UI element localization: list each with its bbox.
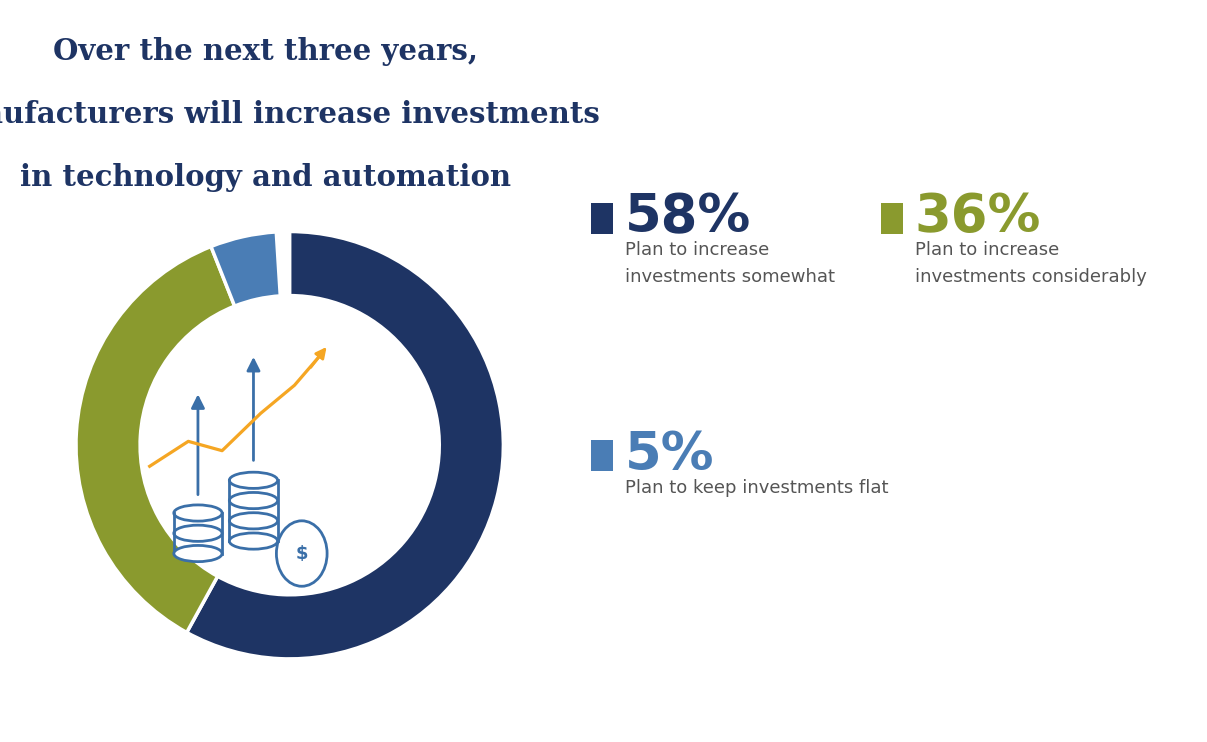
Wedge shape	[276, 232, 290, 296]
Ellipse shape	[174, 545, 222, 562]
Text: 36%: 36%	[915, 191, 1042, 243]
Text: Over the next three years,: Over the next three years,	[53, 37, 478, 66]
Text: Plan to increase
investments considerably: Plan to increase investments considerabl…	[915, 241, 1147, 286]
Text: Plan to increase
investments somewhat: Plan to increase investments somewhat	[625, 241, 835, 286]
Text: $: $	[296, 545, 308, 562]
Wedge shape	[76, 246, 234, 632]
Text: in technology and automation: in technology and automation	[21, 163, 511, 192]
Ellipse shape	[229, 533, 278, 549]
Text: manufacturers will increase investments: manufacturers will increase investments	[0, 100, 600, 129]
Wedge shape	[211, 232, 280, 306]
Text: 58%: 58%	[625, 191, 752, 243]
Text: 5%: 5%	[625, 429, 715, 481]
Wedge shape	[187, 232, 503, 659]
Text: Plan to keep investments flat: Plan to keep investments flat	[625, 479, 888, 496]
